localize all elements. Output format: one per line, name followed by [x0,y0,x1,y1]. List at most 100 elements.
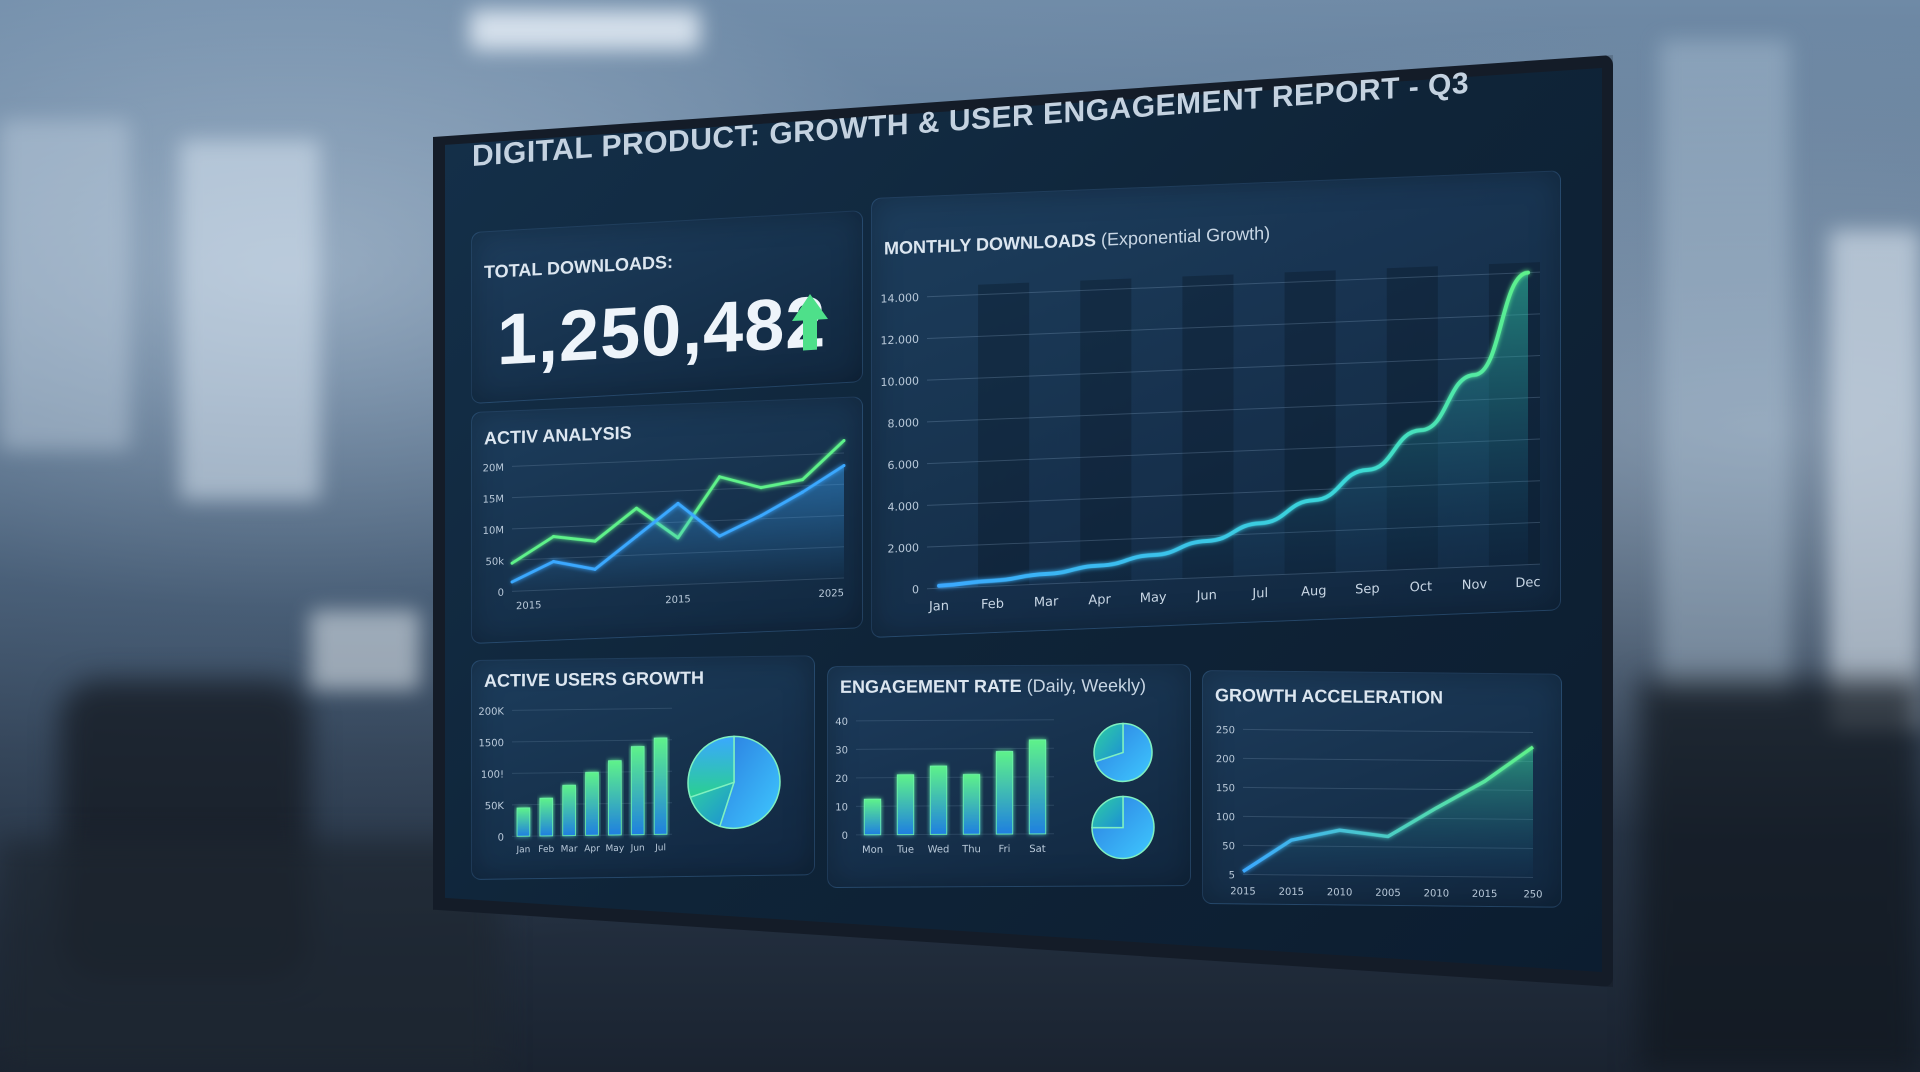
gridline [1243,757,1533,762]
engagement-rate-panel: ENGAGEMENT RATE (Daily, Weekly) 40 30 20 10… [827,664,1191,888]
data-point [635,534,638,538]
data-point [593,539,597,543]
x-tick-label: 2015 [1279,887,1304,898]
bar [962,773,981,835]
data-point [842,439,846,443]
x-tick-label: Feb [538,845,554,855]
x-tick-label: Aug [1301,584,1326,600]
x-tick-label: Fri [999,844,1011,855]
x-tick-label: Jul [1251,586,1268,602]
pie-slice [718,735,781,830]
data-point [718,475,721,479]
x-tick-label: Jan [515,845,530,855]
total-downloads-panel: TOTAL DOWNLOADS: 1,250,482 [471,210,863,404]
background-monitor [310,610,420,690]
activ-analysis-panel: ACTIV ANALYSIS 20M 15M 10M 50k 0 2015 2015 2025 [471,396,863,644]
x-tick-label: Nov [1462,577,1488,593]
y-tick-label: 0 [498,588,504,599]
x-tick-label: 2005 [1375,888,1400,899]
data-point [718,534,721,538]
y-tick-label: 50 [1222,841,1235,852]
y-tick-label: 50K [485,801,505,812]
gridline [512,739,672,743]
x-tick-label: Sep [1355,582,1380,598]
y-tick-label: 10M [483,525,504,537]
monthly-downloads-panel: MONTHLY DOWNLOADS (Exponential Growth) 1… [871,170,1561,638]
y-tick-label: 6.000 [888,458,919,472]
data-point [676,501,680,505]
x-tick-label: Dec [1515,575,1540,591]
y-tick-label: 10 [835,802,848,813]
data-point [552,535,555,539]
x-tick-label: 2015 [1230,886,1255,897]
gridline [856,747,1054,750]
active-users-growth-panel: ACTIVE USERS GROWTH 200K 1500 100! 50K 0 Jan F… [471,655,815,880]
gridline [927,396,1540,423]
data-point [510,580,514,584]
y-tick-label: 10.000 [881,375,919,390]
downloads-line [937,270,1530,588]
column-band [1182,274,1234,579]
background-furniture [1640,680,1920,1072]
pie-slice [1091,795,1155,860]
growth-line [1242,745,1535,874]
pie-slice [1091,795,1124,829]
data-point [759,514,763,518]
gridline [512,707,672,711]
background-window [0,120,130,450]
bar [1028,739,1047,835]
x-tick-label: Tue [896,845,914,856]
y-tick-label: 0 [842,831,848,842]
y-tick-label: 200K [478,707,504,718]
x-tick-label: Thu [961,844,981,855]
background-window [1660,40,1790,700]
data-point [593,567,597,571]
data-point [801,490,804,494]
y-tick-label: 200 [1216,754,1235,765]
bar [653,737,668,835]
data-point [510,561,514,565]
background-ceiling-light [470,10,700,50]
x-tick-label: Mar [561,845,578,855]
y-tick-label: 100 [1216,812,1235,823]
data-point [842,464,846,468]
x-tick-label: 2010 [1424,888,1449,899]
active-users-growth-chart: 200K 1500 100! 50K 0 Jan Feb Mar Apr May Jun Jul [478,707,781,855]
gridline [856,719,1054,722]
background-desk [0,840,500,1072]
bar [539,797,554,837]
gridline [512,452,844,467]
bar [896,774,915,836]
x-tick-label: Mon [862,845,883,856]
y-tick-label: 20 [835,774,848,785]
arrow-up-icon [792,294,828,351]
bar [562,784,576,837]
growth-acceleration-chart: 250 200 150 100 50 5 2015 2015 2010 2005 2010 2015 2… [1216,725,1543,900]
bar [630,745,645,836]
engagement-rate-chart: 40 30 20 10 0 Mon Tue Wed Thu Fri Sat [835,717,1155,860]
bar [863,798,882,836]
x-tick-label: Sat [1029,844,1045,855]
data-point [635,506,638,510]
y-tick-label: 40 [835,717,848,728]
y-tick-label: 20M [483,463,504,475]
downloads-area [939,272,1528,589]
pie-slice [687,735,735,799]
column-band [978,282,1030,587]
x-tick-label: 2025 [819,588,844,600]
gridline [927,355,1540,381]
x-tick-label: Apr [1088,592,1111,608]
y-tick-label: 14.000 [881,291,919,306]
x-tick-label: Oct [1410,579,1432,595]
x-tick-label: 250 [1523,889,1542,900]
y-tick-label: 150 [1216,783,1235,794]
gridline [856,804,1054,807]
bar [516,807,531,837]
data-point [801,478,804,482]
x-tick-label: Feb [981,597,1004,613]
monthly-downloads-chart: 14.00012.00010.0008.0006.0004.0002.0000J… [881,262,1541,615]
gridline [927,271,1540,298]
x-tick-label: Jun [1196,588,1217,604]
y-tick-label: 5 [1229,870,1235,881]
x-tick-label: Jan [928,599,949,615]
